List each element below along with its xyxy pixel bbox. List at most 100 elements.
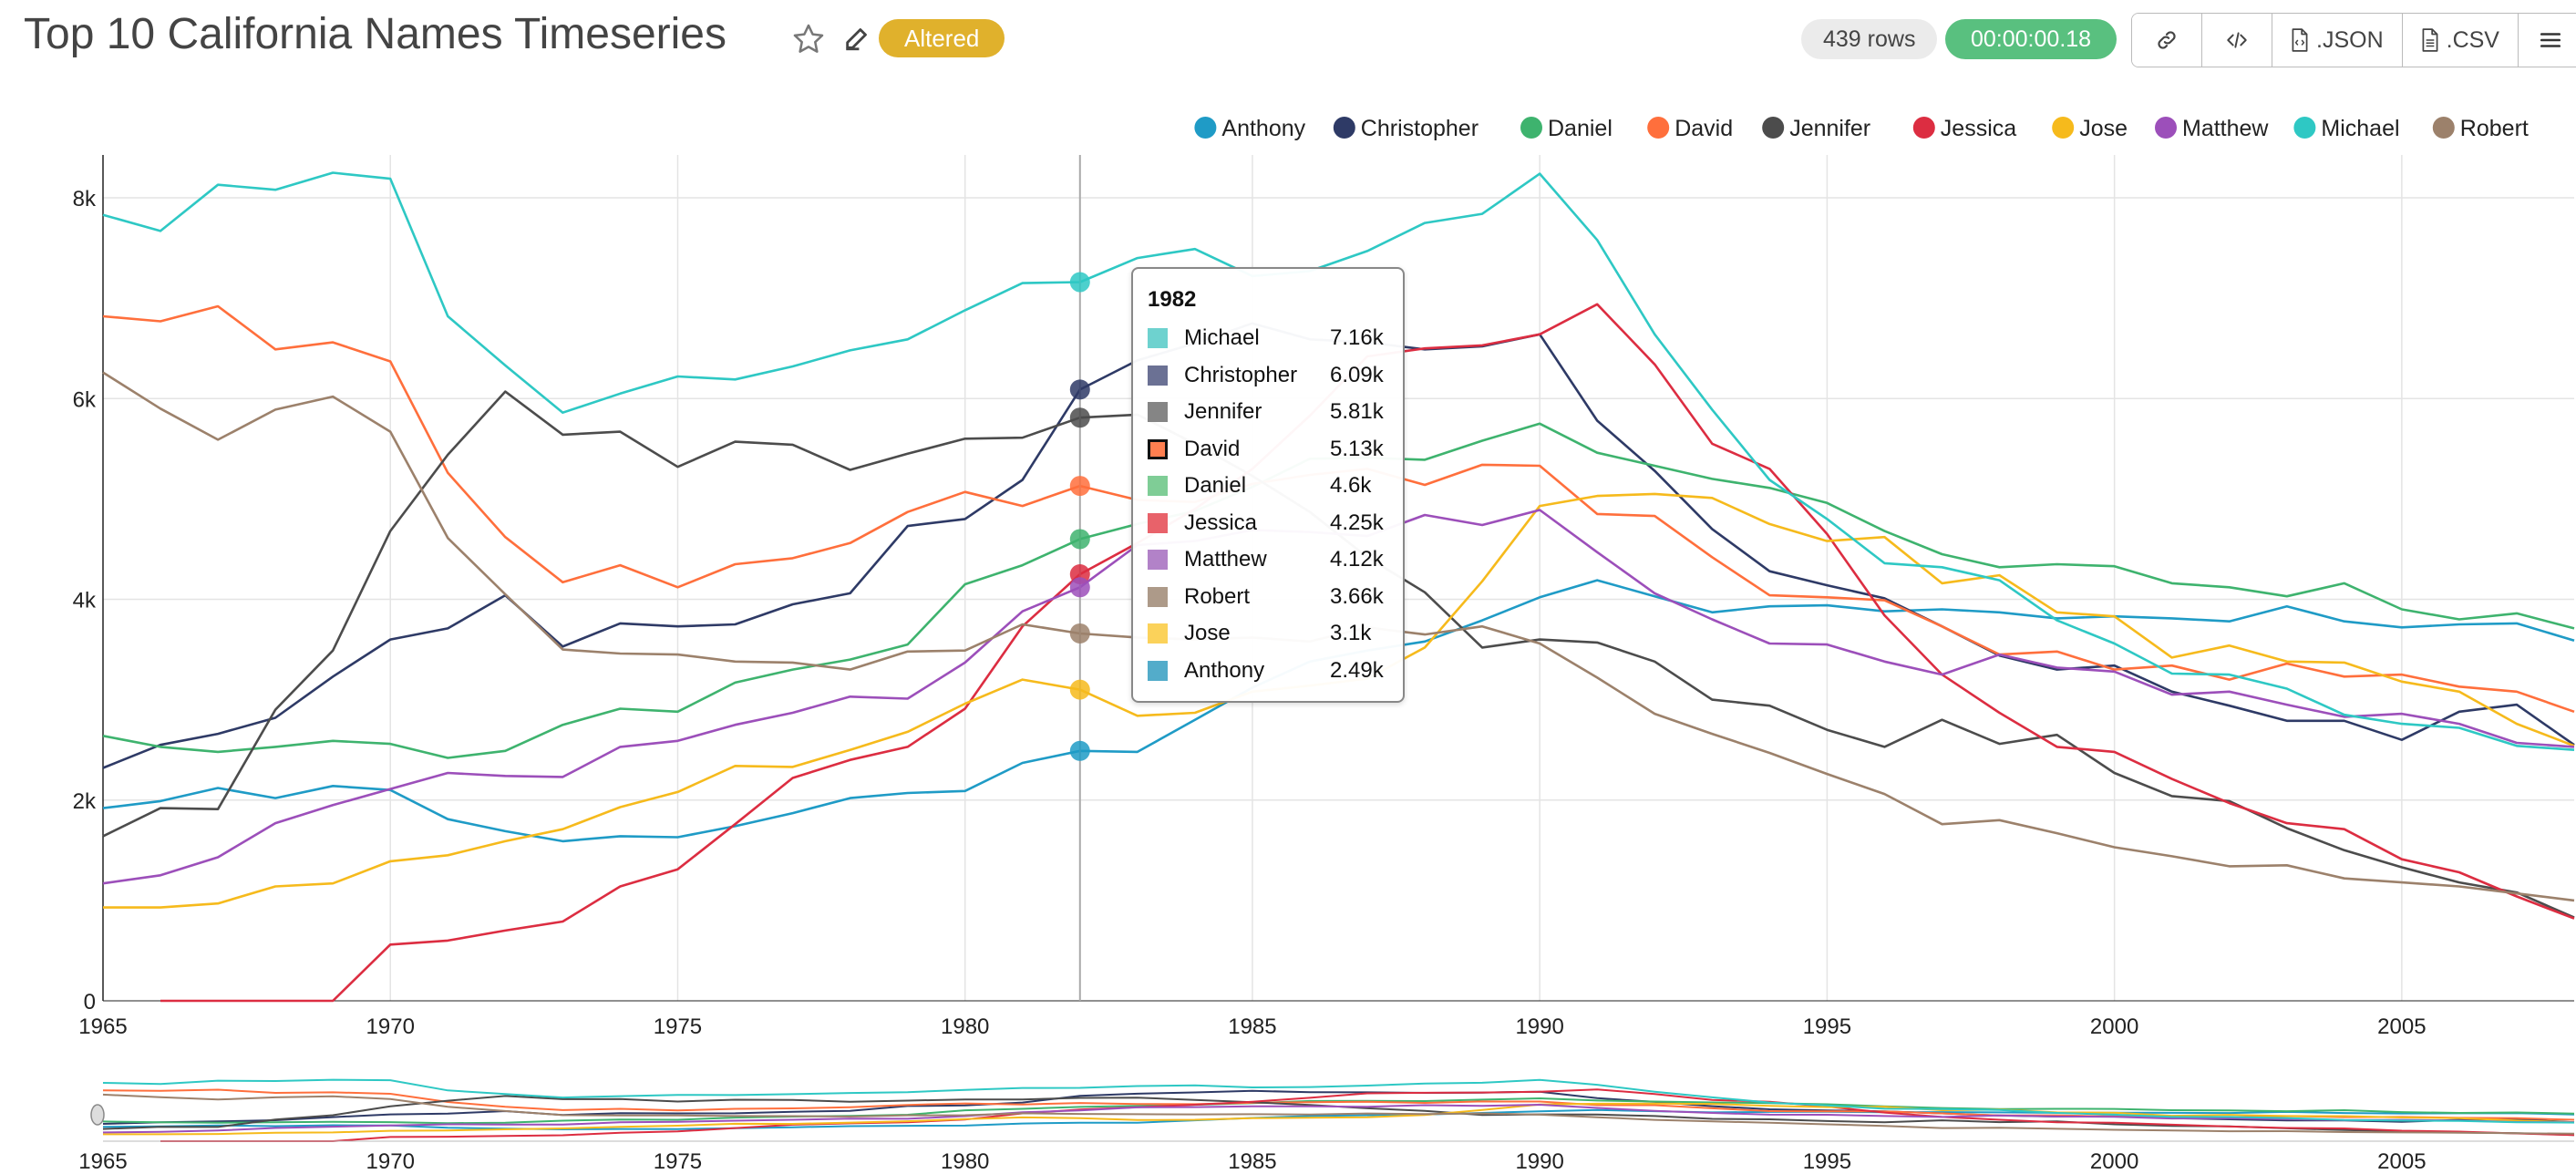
edit-icon[interactable] <box>842 22 873 53</box>
hover-point-robert <box>1069 623 1090 644</box>
brush-tick-label: 1975 <box>654 1149 702 1174</box>
hover-point-anthony <box>1069 740 1090 761</box>
tooltip-series-name: Robert <box>1184 583 1251 609</box>
tooltip-series-value: 2.49k <box>1330 657 1384 683</box>
brush-line-daniel <box>102 1097 2575 1125</box>
tooltip-swatch <box>1148 476 1168 496</box>
tooltip-row: Daniel 4.6k <box>1148 468 1394 504</box>
action-button-group: .JSON .CSV <box>2131 13 2576 67</box>
legend-marker <box>1647 117 1670 139</box>
tooltip-row: Robert 3.66k <box>1148 579 1394 615</box>
brush-line-jose <box>103 1102 2575 1136</box>
tooltip-series-value: 4.12k <box>1330 547 1384 572</box>
tooltip-series-name: Daniel <box>1184 473 1247 498</box>
export-json-button[interactable]: .JSON <box>2272 14 2403 67</box>
view-query-button[interactable] <box>2202 14 2272 67</box>
x-tick-label: 1995 <box>1803 1014 1851 1039</box>
tooltip-row: Matthew 4.12k <box>1148 541 1394 578</box>
tooltip-row: Jennifer 5.81k <box>1148 394 1394 430</box>
legend-item-david: David <box>1647 116 1733 141</box>
tooltip-swatch <box>1148 328 1168 348</box>
legend-item-christopher: Christopher <box>1333 116 1479 141</box>
brush-line-matthew <box>102 1104 2575 1134</box>
legend-item-jennifer: Jennifer <box>1762 116 1870 141</box>
legend-item-daniel: Daniel <box>1520 116 1613 141</box>
legend-item-anthony: Anthony <box>1194 116 1306 141</box>
tooltip-series-value: 4.6k <box>1330 473 1372 498</box>
tooltip-swatch <box>1148 660 1168 681</box>
tooltip-series-name: Anthony <box>1184 657 1265 683</box>
tooltip-row: Jose 3.1k <box>1148 615 1394 652</box>
legend-marker <box>1333 117 1355 139</box>
copy-link-button[interactable] <box>2132 14 2202 67</box>
tooltip-series-value: 5.81k <box>1330 399 1384 424</box>
legend-item-matthew: Matthew <box>2155 116 2269 141</box>
series-line-michael <box>102 171 2575 751</box>
tooltip-series-name: Jose <box>1184 621 1231 645</box>
tooltip-series-value: 4.25k <box>1330 510 1384 535</box>
brush-tick-label: 1970 <box>366 1149 415 1174</box>
x-tick-label: 1965 <box>78 1014 127 1039</box>
tooltip-series-value: 5.13k <box>1330 436 1384 461</box>
legend-label: Christopher <box>1361 116 1479 141</box>
tooltip-series-name: Christopher <box>1184 362 1298 387</box>
chart-tooltip: 1982 Michael 7.16k Christopher 6.09k Jennife… <box>1131 267 1405 703</box>
altered-badge[interactable]: Altered <box>879 19 1005 57</box>
legend-marker <box>1520 117 1542 139</box>
legend-item-jessica: Jessica <box>1912 116 2016 141</box>
tooltip-swatch <box>1148 586 1168 607</box>
row-count-badge: 439 rows <box>1801 19 1938 59</box>
legend-label: Jennifer <box>1789 116 1870 141</box>
legend-marker <box>2155 117 2177 139</box>
legend-label: Robert <box>2460 116 2529 141</box>
csv-file-icon <box>2422 28 2438 52</box>
hover-point-matthew <box>1069 577 1090 598</box>
y-tick-label: 6k <box>73 387 97 412</box>
menu-icon <box>2540 33 2561 47</box>
x-tick-label: 1975 <box>654 1014 702 1039</box>
header: Top 10 California Names Timeseries Alter… <box>0 0 2576 82</box>
tooltip-row: Christopher 6.09k <box>1148 357 1394 394</box>
y-tick-label: 4k <box>73 589 97 613</box>
x-tick-label: 1970 <box>366 1014 415 1039</box>
legend-item-michael: Michael <box>2293 116 2400 141</box>
brush-tick-label: 1995 <box>1803 1149 1851 1174</box>
legend-label: Matthew <box>2182 116 2269 141</box>
brush-tick-label: 1990 <box>1515 1149 1563 1174</box>
tooltip-swatch <box>1148 550 1168 570</box>
hover-point-christopher <box>1069 379 1090 400</box>
legend-item-jose: Jose <box>2052 116 2128 141</box>
legend-marker <box>1912 117 1935 139</box>
legend-item-robert: Robert <box>2432 116 2529 141</box>
legend-label: Anthony <box>1221 116 1305 141</box>
brush-tick-label: 1965 <box>78 1149 127 1174</box>
tooltip-row: Michael 7.16k <box>1148 320 1394 356</box>
export-json-label: .JSON <box>2316 26 2384 53</box>
query-time-badge: 00:00:00.18 <box>1945 19 2117 59</box>
tooltip-series-value: 3.1k <box>1330 621 1372 645</box>
star-icon[interactable] <box>791 22 826 57</box>
more-menu-button[interactable] <box>2518 14 2576 67</box>
x-tick-label: 1980 <box>941 1014 989 1039</box>
x-tick-label: 2005 <box>2377 1014 2426 1039</box>
x-tick-label: 2000 <box>2090 1014 2138 1039</box>
tooltip-swatch <box>1148 512 1168 533</box>
code-icon <box>2227 32 2247 48</box>
export-csv-label: .CSV <box>2446 26 2499 53</box>
brush-tick-label: 2000 <box>2090 1149 2138 1174</box>
tooltip-title: 1982 <box>1148 287 1197 312</box>
legend-marker <box>1762 117 1785 139</box>
brush-line-robert <box>102 1093 2575 1135</box>
tooltip-series-name: Jessica <box>1184 510 1258 535</box>
tooltip-series-value: 7.16k <box>1330 325 1384 350</box>
brush-tick-label: 1980 <box>941 1149 989 1174</box>
legend-marker <box>2432 117 2455 139</box>
brush-tick-label: 2005 <box>2377 1149 2426 1174</box>
tooltip-row: David 5.13k <box>1148 431 1394 468</box>
hover-point-jennifer <box>1069 407 1090 428</box>
x-tick-label: 1990 <box>1515 1014 1563 1039</box>
tooltip-row: Jessica 4.25k <box>1148 505 1394 541</box>
export-csv-button[interactable]: .CSV <box>2402 14 2519 67</box>
y-tick-label: 0 <box>84 990 96 1014</box>
page-title: Top 10 California Names Timeseries <box>24 10 726 58</box>
